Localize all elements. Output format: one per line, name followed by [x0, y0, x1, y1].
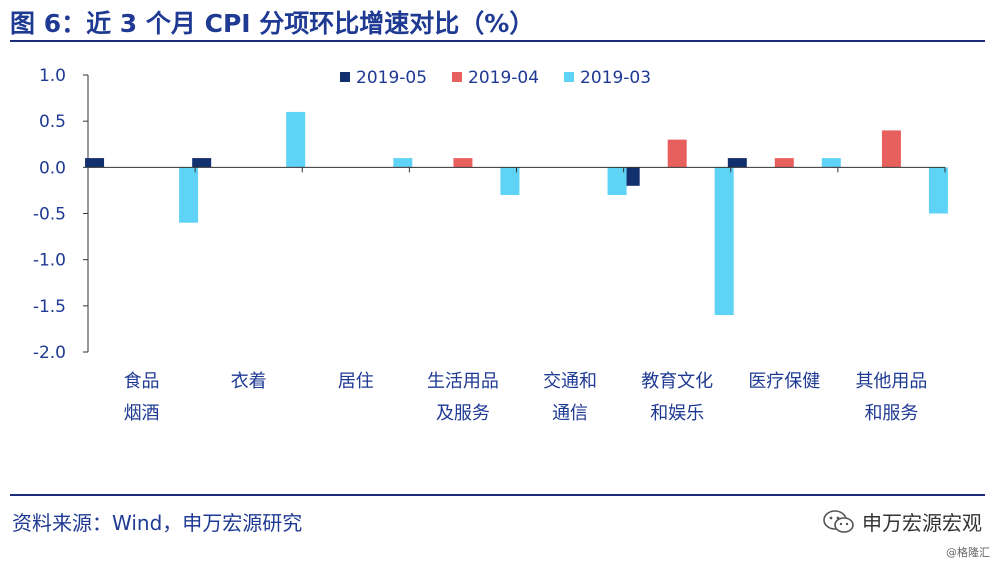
source-note: 资料来源：Wind，申万宏源研究	[12, 511, 303, 535]
bar-2019-04	[667, 139, 687, 168]
watermark: @格隆汇	[946, 546, 990, 559]
category-label: 及服务	[436, 403, 490, 424]
legend-label: 2019-04	[468, 68, 539, 88]
figure-title: 图 6：近 3 个月 CPI 分项环比增速对比（%）	[10, 9, 535, 38]
bar-2019-03	[500, 167, 520, 196]
category-label: 食品	[124, 371, 160, 392]
category-label: 通信	[552, 403, 588, 424]
bar-2019-04	[453, 158, 473, 168]
category-label: 烟酒	[124, 403, 160, 424]
y-tick-label: 0.5	[39, 112, 66, 132]
bar-2019-03	[607, 167, 627, 196]
brand-badge: 申万宏源宏观	[822, 507, 982, 536]
y-tick-label: -0.5	[33, 205, 66, 225]
y-tick-label: -1.0	[33, 251, 66, 271]
bar-2019-05	[192, 158, 212, 168]
bar-2019-03	[179, 167, 199, 223]
category-label: 教育文化	[641, 371, 713, 392]
legend-swatch	[564, 72, 574, 82]
bar-2019-03	[928, 167, 948, 214]
category-label: 其他用品	[855, 371, 927, 392]
category-label: 和服务	[864, 403, 918, 424]
legend-swatch	[452, 72, 462, 82]
title-rule	[10, 40, 985, 42]
wechat-icon	[823, 509, 854, 533]
y-tick-label: -1.5	[33, 297, 66, 317]
bar-2019-04	[774, 158, 794, 168]
brand-name: 申万宏源宏观	[862, 511, 982, 535]
category-label: 医疗保健	[748, 371, 820, 392]
category-label: 居住	[338, 371, 374, 392]
bar-2019-03	[821, 158, 841, 168]
category-label: 交通和	[543, 371, 597, 392]
bar-2019-03	[286, 111, 306, 168]
source-rule	[10, 494, 985, 496]
legend-label: 2019-03	[580, 68, 651, 88]
bar-2019-03	[393, 158, 413, 168]
bar-2019-04	[881, 130, 901, 168]
legend-swatch	[340, 72, 350, 82]
y-tick-label: -2.0	[33, 343, 66, 363]
y-tick-label: 0.0	[39, 158, 66, 178]
category-label: 生活用品	[427, 371, 499, 392]
bar-2019-03	[714, 167, 734, 316]
legend-label: 2019-05	[356, 68, 427, 88]
y-tick-label: 1.0	[39, 66, 66, 86]
category-label: 和娱乐	[650, 403, 704, 424]
bar-2019-05	[727, 158, 747, 168]
category-label: 衣着	[231, 371, 267, 392]
bar-2019-05	[85, 158, 105, 168]
